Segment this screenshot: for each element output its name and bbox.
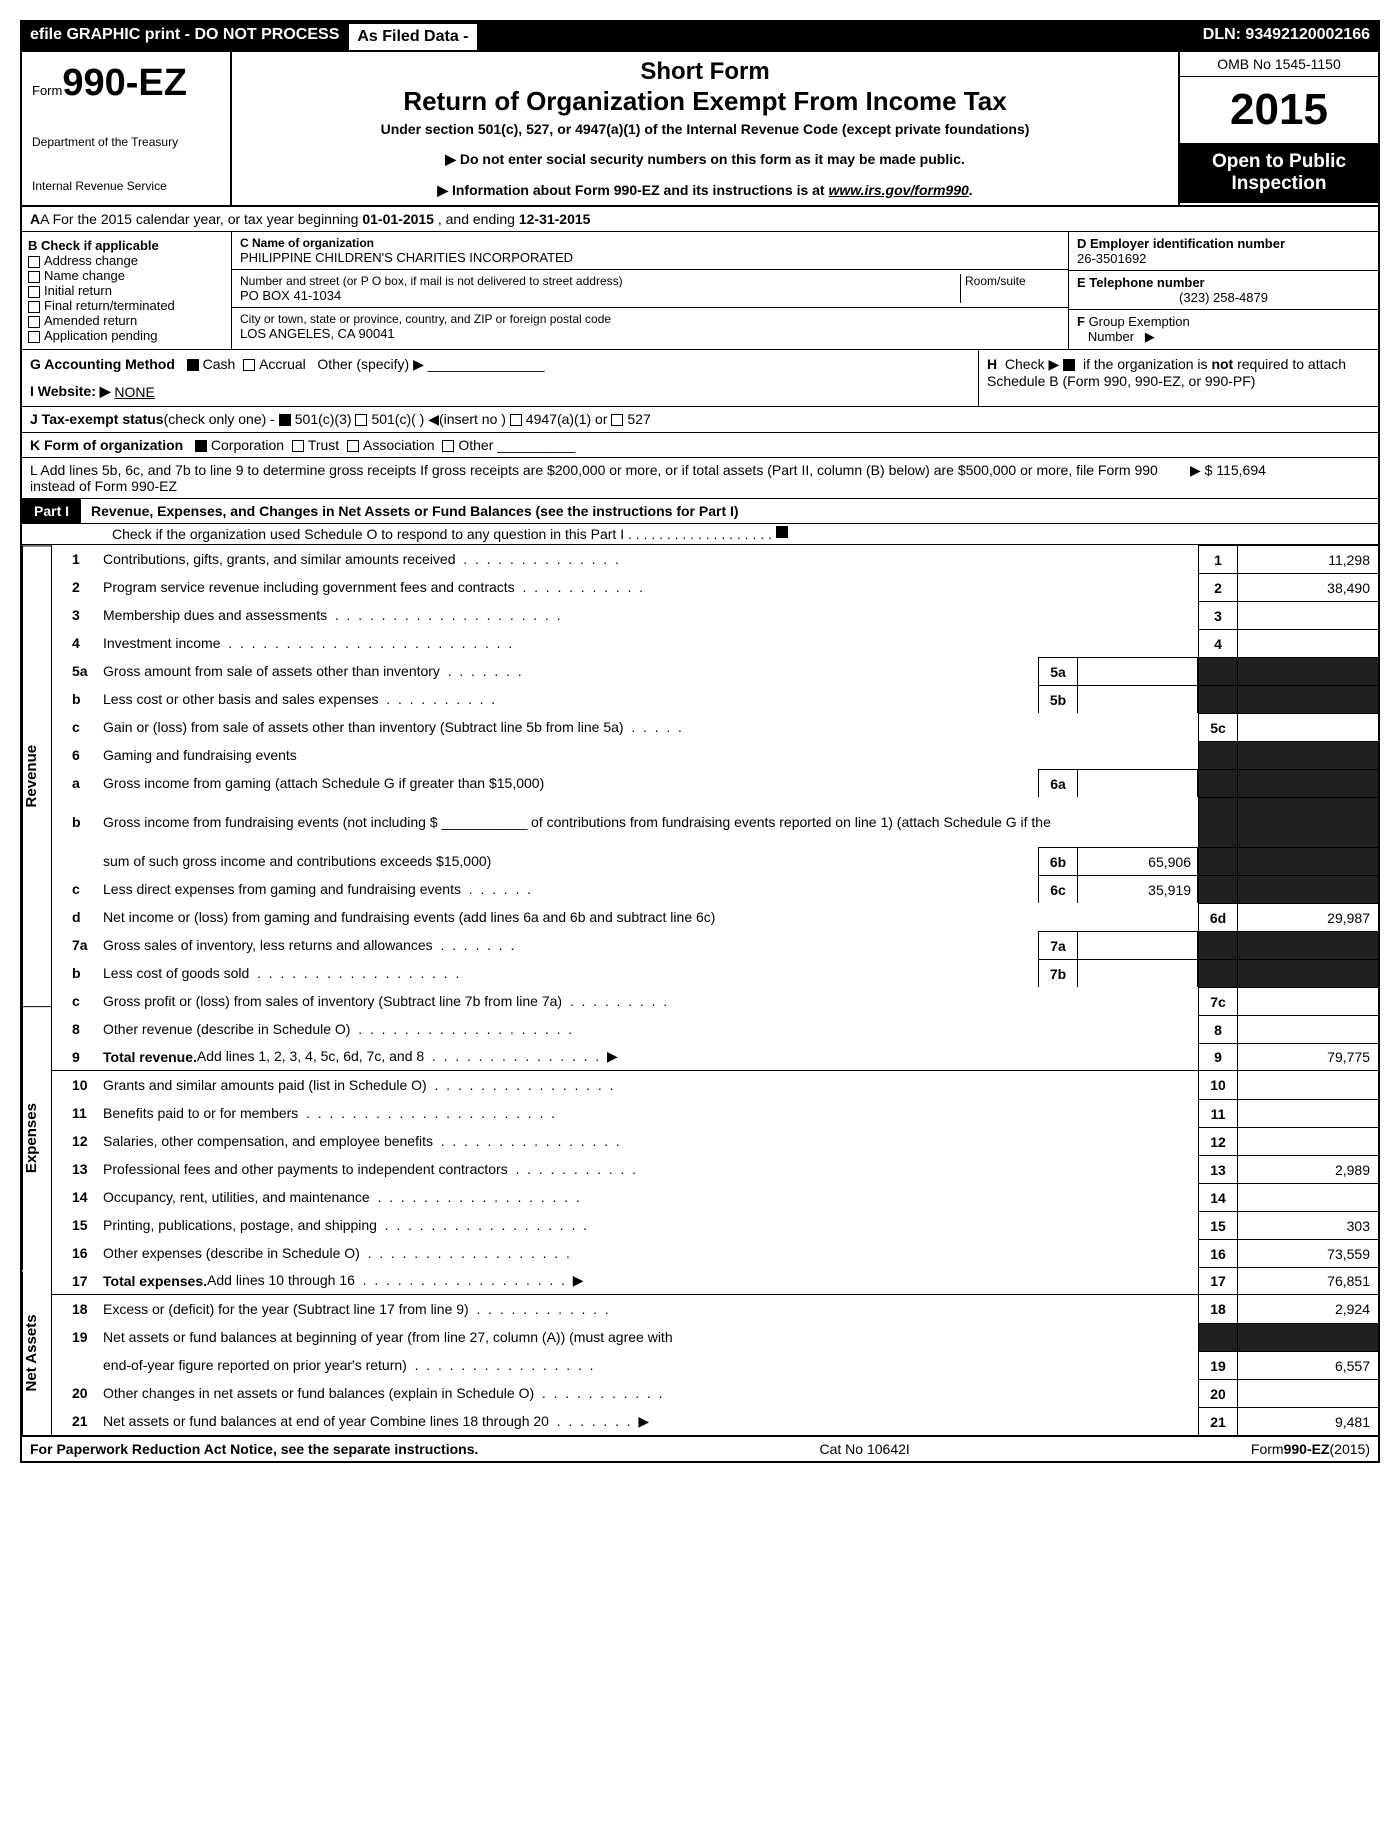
dln-label: DLN: 93492120002166 — [1195, 22, 1378, 52]
column-c: C Name of organization PHILIPPINE CHILDR… — [232, 232, 1068, 349]
checkbox-association[interactable] — [347, 440, 359, 452]
footer: For Paperwork Reduction Act Notice, see … — [22, 1435, 1378, 1461]
tax-year: 2015 — [1180, 77, 1378, 143]
line-7a: 7aGross sales of inventory, less returns… — [52, 931, 1378, 959]
as-filed-label: As Filed Data - — [347, 22, 478, 52]
line-6b-2: sum of such gross income and contributio… — [52, 847, 1378, 875]
column-def: D Employer identification number 26-3501… — [1068, 232, 1378, 349]
line-3: 3Membership dues and assessments . . . .… — [52, 601, 1378, 629]
part-i-header: Part I Revenue, Expenses, and Changes in… — [22, 499, 1378, 524]
notice-ssn: ▶ Do not enter social security numbers o… — [242, 151, 1168, 168]
form-number: 990-EZ — [62, 62, 187, 104]
org-address: PO BOX 41-1034 — [240, 288, 960, 303]
line-7c: cGross profit or (loss) from sales of in… — [52, 987, 1378, 1015]
form-subtitle: Under section 501(c), 527, or 4947(a)(1)… — [242, 121, 1168, 137]
header-left: Form990-EZ Department of the Treasury In… — [22, 52, 232, 205]
line-6d: dNet income or (loss) from gaming and fu… — [52, 903, 1378, 931]
section-gh: G Accounting Method Cash Accrual Other (… — [22, 350, 1378, 407]
line-19-1: 19Net assets or fund balances at beginni… — [52, 1323, 1378, 1351]
checkbox-cash[interactable] — [187, 359, 199, 371]
header: Form990-EZ Department of the Treasury In… — [22, 52, 1378, 207]
checkbox-initial-return[interactable] — [28, 286, 40, 298]
website: NONE — [114, 384, 154, 400]
form-990ez: efile GRAPHIC print - DO NOT PROCESS As … — [20, 20, 1380, 1463]
line-1: 1Contributions, gifts, grants, and simil… — [52, 545, 1378, 573]
line-6b-1: bGross income from fundraising events (n… — [52, 797, 1378, 847]
irs-link[interactable]: www.irs.gov/form990 — [828, 182, 968, 198]
dept-irs: Internal Revenue Service — [32, 179, 220, 193]
line-18: 18Excess or (deficit) for the year (Subt… — [52, 1295, 1378, 1323]
checkbox-trust[interactable] — [292, 440, 304, 452]
line-17: 17Total expenses. Add lines 10 through 1… — [52, 1267, 1378, 1295]
line-20: 20Other changes in net assets or fund ba… — [52, 1379, 1378, 1407]
checkbox-name-change[interactable] — [28, 271, 40, 283]
line-5a: 5aGross amount from sale of assets other… — [52, 657, 1378, 685]
part-i-check: Check if the organization used Schedule … — [22, 524, 1378, 545]
checkbox-amended[interactable] — [28, 316, 40, 328]
header-right: OMB No 1545-1150 2015 Open to Public Ins… — [1178, 52, 1378, 205]
org-city: LOS ANGELES, CA 90041 — [240, 326, 1060, 341]
row-j-tax-exempt: J Tax-exempt status(check only one) - 50… — [22, 407, 1378, 433]
column-g-accounting: G Accounting Method Cash Accrual Other (… — [22, 350, 978, 406]
short-form-label: Short Form — [242, 58, 1168, 86]
checkbox-501c[interactable] — [355, 414, 367, 426]
line-5b: bLess cost or other basis and sales expe… — [52, 685, 1378, 713]
line-5c: cGain or (loss) from sale of assets othe… — [52, 713, 1378, 741]
checkbox-527[interactable] — [611, 414, 623, 426]
column-b-checkboxes: B Check if applicable Address change Nam… — [22, 232, 232, 349]
checkbox-501c3[interactable] — [279, 414, 291, 426]
row-l-gross-receipts: L Add lines 5b, 6c, and 7b to line 9 to … — [22, 458, 1378, 499]
line-6c: cLess direct expenses from gaming and fu… — [52, 875, 1378, 903]
checkbox-app-pending[interactable] — [28, 331, 40, 343]
dept-treasury: Department of the Treasury — [32, 135, 220, 149]
checkbox-other-org[interactable] — [442, 440, 454, 452]
line-13: 13Professional fees and other payments t… — [52, 1155, 1378, 1183]
org-name: PHILIPPINE CHILDREN'S CHARITIES INCORPOR… — [240, 250, 1060, 265]
section-bcdef: B Check if applicable Address change Nam… — [22, 232, 1378, 350]
line-19-2: end-of-year figure reported on prior yea… — [52, 1351, 1378, 1379]
line-14: 14Occupancy, rent, utilities, and mainte… — [52, 1183, 1378, 1211]
efile-label: efile GRAPHIC print - DO NOT PROCESS — [22, 22, 347, 52]
top-bar: efile GRAPHIC print - DO NOT PROCESS As … — [22, 22, 1378, 52]
line-2: 2Program service revenue including gover… — [52, 573, 1378, 601]
checkbox-address-change[interactable] — [28, 256, 40, 268]
financial-table: Revenue Expenses Net Assets 1Contributio… — [22, 545, 1378, 1435]
checkbox-schedule-b[interactable] — [1063, 359, 1075, 371]
line-7b: bLess cost of goods sold . . . . . . . .… — [52, 959, 1378, 987]
row-k-org-form: K Form of organization Corporation Trust… — [22, 433, 1378, 458]
line-6: 6Gaming and fundraising events — [52, 741, 1378, 769]
line-9: 9Total revenue. Add lines 1, 2, 3, 4, 5c… — [52, 1043, 1378, 1071]
omb-number: OMB No 1545-1150 — [1180, 52, 1378, 77]
checkbox-4947[interactable] — [510, 414, 522, 426]
footer-notice: For Paperwork Reduction Act Notice, see … — [30, 1441, 478, 1457]
footer-cat-no: Cat No 10642I — [820, 1441, 910, 1457]
line-10: 10Grants and similar amounts paid (list … — [52, 1071, 1378, 1099]
line-11: 11Benefits paid to or for members . . . … — [52, 1099, 1378, 1127]
open-public-badge: Open to Public Inspection — [1180, 143, 1378, 203]
line-16: 16Other expenses (describe in Schedule O… — [52, 1239, 1378, 1267]
side-label-expenses: Expenses — [22, 1006, 52, 1270]
line-21: 21Net assets or fund balances at end of … — [52, 1407, 1378, 1435]
line-15: 15Printing, publications, postage, and s… — [52, 1211, 1378, 1239]
ein: 26-3501692 — [1077, 251, 1370, 266]
footer-form-ref: Form990-EZ(2015) — [1251, 1441, 1370, 1457]
form-title: Return of Organization Exempt From Incom… — [242, 86, 1168, 117]
line-8: 8Other revenue (describe in Schedule O) … — [52, 1015, 1378, 1043]
line-6a: aGross income from gaming (attach Schedu… — [52, 769, 1378, 797]
checkbox-corporation[interactable] — [195, 440, 207, 452]
line-4: 4Investment income . . . . . . . . . . .… — [52, 629, 1378, 657]
side-label-netassets: Net Assets — [22, 1271, 52, 1435]
gross-receipts-value: ▶ $ 115,694 — [1190, 462, 1370, 494]
row-a-tax-year: AA For the 2015 calendar year, or tax ye… — [22, 207, 1378, 232]
header-center: Short Form Return of Organization Exempt… — [232, 52, 1178, 205]
notice-info: ▶ Information about Form 990-EZ and its … — [242, 182, 1168, 199]
telephone: (323) 258-4879 — [1077, 290, 1370, 305]
side-label-revenue: Revenue — [22, 545, 52, 1006]
checkbox-final-return[interactable] — [28, 301, 40, 313]
line-12: 12Salaries, other compensation, and empl… — [52, 1127, 1378, 1155]
checkbox-accrual[interactable] — [243, 359, 255, 371]
checkbox-schedule-o[interactable] — [776, 526, 788, 538]
column-h-schedule-b: H Check ▶ if the organization is not req… — [978, 350, 1378, 406]
